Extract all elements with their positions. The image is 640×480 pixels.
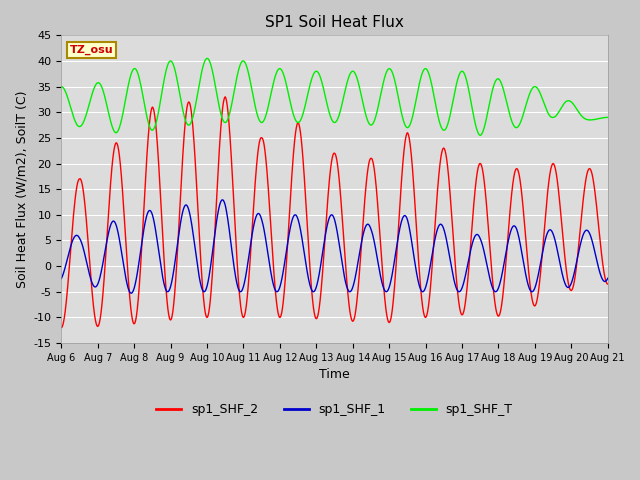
sp1_SHF_1 [507, 228, 515, 234]
sp1_SHF_2 [604, 281, 612, 287]
sp1_SHF_T [604, 115, 612, 120]
sp1_SHF_1 [413, 272, 420, 277]
sp1_SHF_1 [157, 262, 164, 268]
sp1_SHF_2 [58, 325, 65, 331]
sp1_SHF_T [385, 66, 393, 72]
sp1_SHF_1 [219, 197, 227, 203]
sp1_SHF_T [58, 84, 65, 89]
Line: sp1_SHF_T: sp1_SHF_T [61, 59, 608, 135]
X-axis label: Time: Time [319, 368, 350, 381]
sp1_SHF_1 [58, 276, 65, 282]
sp1_SHF_1 [127, 290, 135, 296]
Legend: sp1_SHF_2, sp1_SHF_1, sp1_SHF_T: sp1_SHF_2, sp1_SHF_1, sp1_SHF_T [152, 398, 518, 421]
sp1_SHF_1 [385, 284, 393, 290]
sp1_SHF_1 [465, 254, 473, 260]
sp1_SHF_T [266, 95, 274, 100]
sp1_SHF_2 [465, 261, 473, 267]
sp1_SHF_2 [157, 193, 164, 199]
Line: sp1_SHF_2: sp1_SHF_2 [61, 97, 608, 328]
sp1_SHF_2 [221, 94, 229, 100]
sp1_SHF_T [413, 94, 420, 99]
sp1_SHF_2 [385, 320, 393, 325]
sp1_SHF_T [476, 132, 484, 138]
sp1_SHF_T [204, 56, 211, 61]
sp1_SHF_T [157, 97, 164, 103]
sp1_SHF_2 [413, 230, 420, 236]
sp1_SHF_2 [266, 214, 274, 220]
Title: SP1 Soil Heat Flux: SP1 Soil Heat Flux [265, 15, 404, 30]
sp1_SHF_T [507, 115, 515, 121]
sp1_SHF_2 [507, 201, 515, 207]
Y-axis label: Soil Heat Flux (W/m2), SoilT (C): Soil Heat Flux (W/m2), SoilT (C) [15, 90, 28, 288]
sp1_SHF_T [465, 89, 473, 95]
Line: sp1_SHF_1: sp1_SHF_1 [61, 200, 608, 293]
sp1_SHF_1 [604, 276, 612, 281]
sp1_SHF_1 [266, 266, 274, 272]
Text: TZ_osu: TZ_osu [70, 45, 113, 55]
